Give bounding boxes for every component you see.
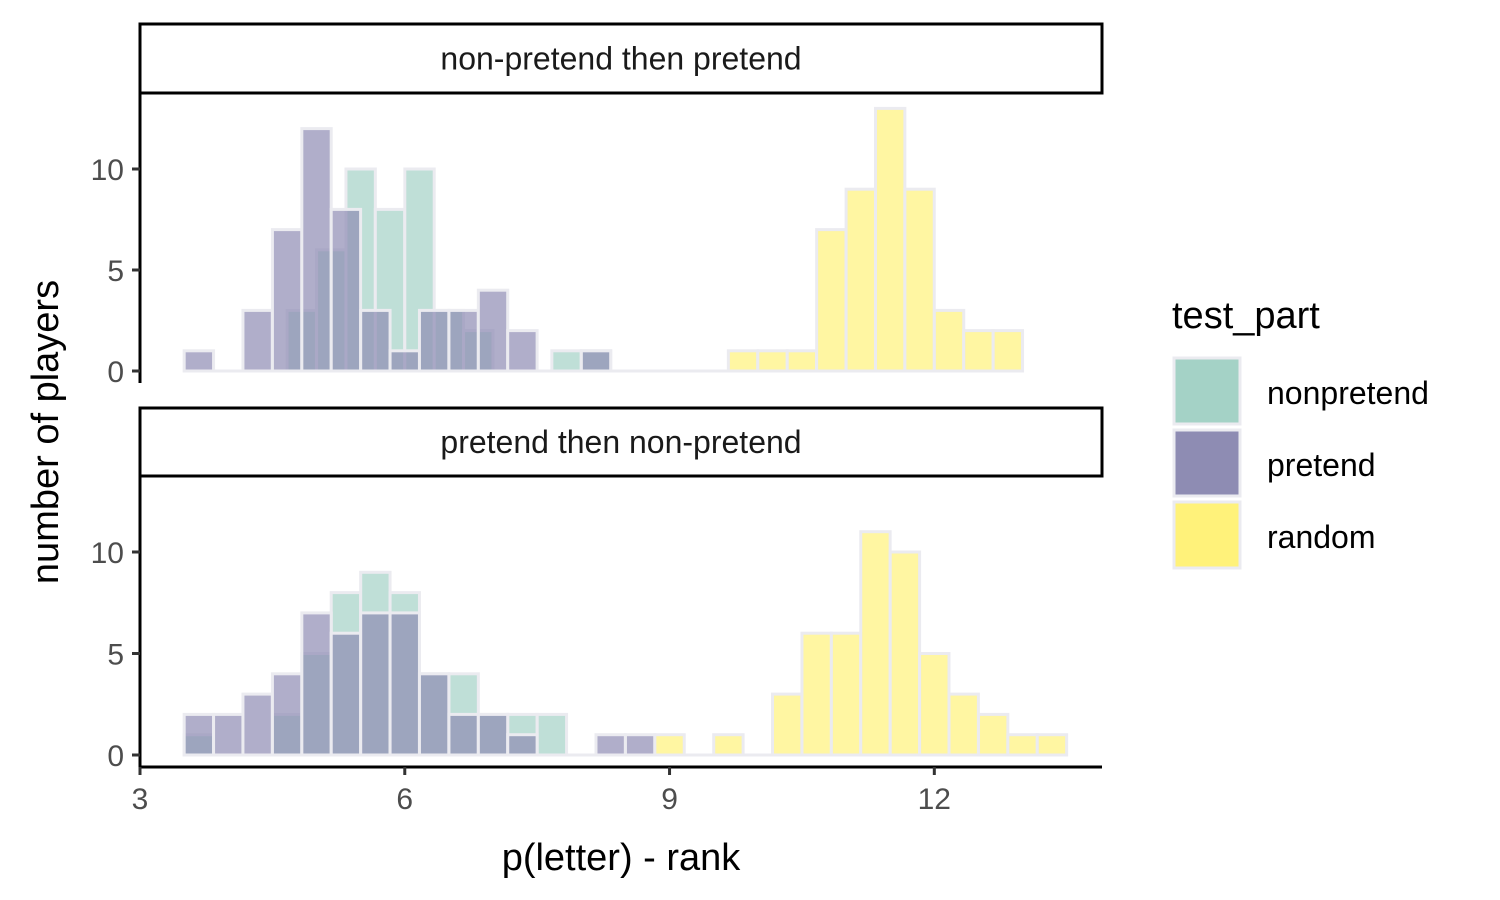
bar-pretend xyxy=(182,349,216,373)
legend: test_part nonpretend pretend random xyxy=(1172,295,1429,570)
bar-random xyxy=(932,308,966,373)
y-tick-label: 0 xyxy=(107,740,124,773)
y-tick-label: 5 xyxy=(107,255,124,288)
legend-label-nonpretend: nonpretend xyxy=(1267,375,1429,411)
bar-pretend xyxy=(270,672,304,757)
bar-random xyxy=(859,530,892,757)
strip-box xyxy=(138,22,1104,95)
y-axis-title: number of players xyxy=(25,280,67,584)
bar-pretend xyxy=(388,349,421,373)
bar-pretend xyxy=(417,672,451,757)
bar-pretend xyxy=(329,631,363,757)
bar-random xyxy=(726,349,760,373)
bar-pretend xyxy=(212,712,245,757)
x-axis: 3 6 9 12 xyxy=(132,767,951,816)
bar-random xyxy=(653,733,686,757)
bar-pretend xyxy=(329,207,363,373)
bar-pretend xyxy=(241,692,274,757)
y-tick-label: 5 xyxy=(107,639,124,672)
bar-random xyxy=(756,349,789,373)
legend-key-random xyxy=(1172,500,1242,570)
x-tick-label: 6 xyxy=(396,783,413,816)
bar-random xyxy=(888,550,922,757)
legend-title: test_part xyxy=(1172,295,1320,337)
bar-pretend xyxy=(300,611,333,757)
bar-pretend xyxy=(300,127,333,373)
bar-random xyxy=(712,733,745,757)
strip-box xyxy=(138,406,1104,478)
bar-pretend xyxy=(270,228,304,373)
bar-pretend xyxy=(359,611,392,757)
x-tick-label: 3 xyxy=(132,783,149,816)
bar-pretend xyxy=(388,611,421,757)
legend-key-nonpretend xyxy=(1172,356,1242,426)
bar-random xyxy=(1006,733,1039,757)
panel-1: non-pretend then pretend 0 5 10 xyxy=(91,22,1104,389)
bar-pretend xyxy=(506,329,539,373)
legend-key-pretend xyxy=(1172,428,1242,498)
legend-label-pretend: pretend xyxy=(1267,447,1376,483)
bar-random xyxy=(991,329,1025,373)
bar-pretend xyxy=(447,308,480,373)
bar-random xyxy=(903,187,936,373)
bar-random xyxy=(785,349,819,373)
bar-random xyxy=(1035,733,1069,757)
bar-random xyxy=(829,631,863,757)
bar-pretend xyxy=(182,712,216,757)
y-tick-label: 10 xyxy=(91,154,124,187)
bar-random xyxy=(800,631,833,757)
legend-label-random: random xyxy=(1267,519,1376,555)
bar-pretend xyxy=(241,308,274,373)
bars xyxy=(182,530,1069,757)
strip-label: non-pretend then pretend xyxy=(440,41,801,77)
y-tick-label: 10 xyxy=(91,537,124,570)
bar-random xyxy=(815,228,848,373)
bar-nonpretend xyxy=(535,712,569,757)
bar-nonpretend xyxy=(550,349,583,373)
panel-2: pretend then non-pretend 0 5 10 xyxy=(91,406,1104,773)
y-tick-label: 0 xyxy=(107,356,124,389)
bar-random xyxy=(873,106,907,373)
bar-pretend xyxy=(579,349,613,373)
x-axis-title: p(letter) - rank xyxy=(502,837,742,879)
bar-pretend xyxy=(359,308,392,373)
bar-pretend xyxy=(623,733,657,757)
bar-pretend xyxy=(476,288,510,373)
bar-pretend xyxy=(447,712,480,757)
bar-pretend xyxy=(476,712,510,757)
x-tick-label: 9 xyxy=(661,783,678,816)
bar-pretend xyxy=(506,733,539,757)
x-tick-label: 12 xyxy=(918,783,951,816)
bar-random xyxy=(770,692,804,757)
bar-random xyxy=(918,652,951,757)
bar-random xyxy=(844,187,877,373)
bar-pretend xyxy=(417,308,451,373)
bar-pretend xyxy=(594,733,627,757)
bar-random xyxy=(947,692,980,757)
bar-random xyxy=(962,329,995,373)
bar-random xyxy=(976,712,1010,757)
bars xyxy=(182,106,1025,373)
strip-label: pretend then non-pretend xyxy=(440,424,801,460)
